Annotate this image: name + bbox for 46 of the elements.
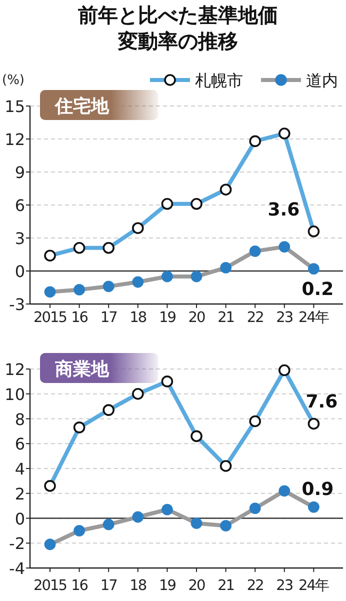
y-tick-label: 9 <box>14 163 25 182</box>
x-tick-label: 24年 <box>298 309 330 326</box>
x-tick-label: 22 <box>246 578 264 594</box>
x-tick-label: 16 <box>71 578 88 594</box>
data-label: 0.9 <box>302 479 334 500</box>
y-tick-label: 12 <box>4 360 25 379</box>
x-tick-label: 22 <box>246 310 264 326</box>
x-tick-label: 17 <box>100 310 117 326</box>
x-tick-label: 2015 <box>34 578 66 594</box>
y-tick-label: 15 <box>4 97 25 116</box>
y-tick-label: 4 <box>14 460 25 478</box>
y-tick-label: -3 <box>9 295 25 314</box>
y-tick-label: 12 <box>4 130 25 149</box>
x-tick-label: 23 <box>276 310 294 326</box>
data-label: 7.6 <box>306 392 338 413</box>
x-tick-label: 19 <box>158 578 176 594</box>
x-tick-label: 24年 <box>298 577 330 594</box>
y-tick-label: 0 <box>14 262 25 281</box>
y-axis-title: (%) <box>2 73 24 88</box>
data-label: 0.2 <box>302 278 334 300</box>
y-tick-label: 6 <box>14 434 25 454</box>
x-tick-label: 18 <box>130 310 147 326</box>
x-tick-label: 21 <box>218 578 234 594</box>
legend-label: 札幌市 <box>195 71 243 90</box>
legend-label: 道内 <box>306 71 338 90</box>
x-tick-label: 21 <box>218 310 234 326</box>
y-tick-label: 10 <box>4 384 25 404</box>
data-label: 3.6 <box>268 199 300 220</box>
y-tick-label: 0 <box>14 509 25 528</box>
x-tick-label: 18 <box>130 578 147 594</box>
y-tick-label: 6 <box>14 196 25 215</box>
x-tick-label: 19 <box>158 310 176 326</box>
chart-subtitle: 住宅地 <box>54 96 110 117</box>
x-tick-label: 20 <box>188 578 206 594</box>
chart-subtitle: 商業地 <box>54 359 110 380</box>
chart-title: 前年と比べた基準地価変動率の推移 <box>77 3 278 53</box>
y-tick-label: 3 <box>14 229 25 248</box>
x-tick-label: 20 <box>188 310 206 326</box>
y-tick-label: 2 <box>14 484 25 504</box>
y-tick-label: 8 <box>14 410 25 429</box>
y-tick-label: -2 <box>9 534 25 554</box>
x-tick-label: 23 <box>276 578 294 594</box>
x-tick-label: 17 <box>100 578 117 594</box>
x-tick-label: 16 <box>71 310 88 326</box>
y-tick-label: -4 <box>9 559 25 578</box>
x-tick-label: 2015 <box>34 310 66 326</box>
